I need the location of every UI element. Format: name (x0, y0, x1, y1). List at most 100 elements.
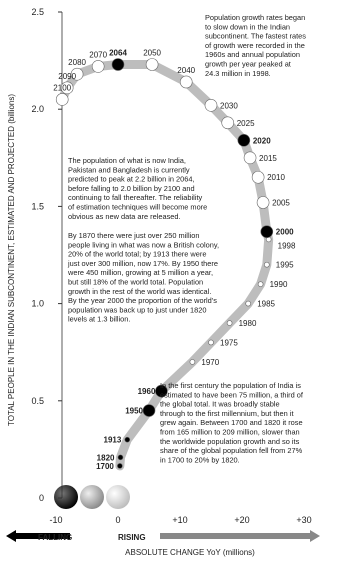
year-label: 2050 (143, 48, 161, 57)
y-tick-label: 1.5 (31, 201, 44, 211)
year-label: 1995 (276, 261, 294, 270)
point (60, 81, 74, 95)
x-axis-label: ABSOLUTE CHANGE YoY (millions) (125, 548, 255, 557)
y-tick-label: 0 (39, 493, 44, 503)
year-label: 2000 (276, 228, 294, 237)
annotation: Population growth rates began (205, 13, 305, 22)
annotation: but still 18% of the world total. Popula… (68, 278, 203, 287)
year-label: 2025 (237, 119, 255, 128)
year-label: 2064 (109, 48, 127, 57)
point (111, 58, 125, 71)
point (256, 196, 270, 209)
year-label: 2030 (220, 101, 238, 110)
x-tick-label: +10 (172, 515, 187, 525)
annotation: through to the first millennium, but the… (160, 409, 294, 418)
rising-arrow (160, 530, 320, 542)
annotation: By the year 2000 the proportion of the w… (68, 296, 217, 305)
annotation: growth per year peaked at (205, 60, 291, 69)
y-axis-label: TOTAL PEOPLE IN THE INDIAN SUBCONTINENT,… (7, 94, 16, 426)
y-tick-label: 1.0 (31, 299, 44, 309)
point (204, 99, 218, 112)
annotation: from 165 million to 209 million, slower … (160, 428, 300, 437)
year-label: 1980 (239, 319, 257, 328)
rising-label: RISING (118, 533, 146, 542)
year-label: 2015 (259, 154, 277, 163)
year-label: 1975 (220, 338, 238, 347)
annotation: levels at 1.3 billion. (68, 315, 130, 324)
annotation: the global total. It was broadly stable (160, 400, 280, 409)
y-tick-label: 0.5 (31, 396, 44, 406)
year-label: 2100 (53, 83, 71, 92)
annotation: 1960s and annual population (205, 50, 300, 59)
falling-arrow (6, 530, 70, 542)
annotation: grew again. Between 1700 and 1820 it ros… (160, 418, 303, 427)
point (91, 60, 105, 73)
annotation: the worldwide population growth and so i… (160, 437, 300, 446)
x-tick-label: -10 (49, 515, 62, 525)
point (117, 454, 124, 461)
year-label: 2005 (272, 199, 290, 208)
year-label: 2010 (267, 173, 285, 182)
x-tick-label: +20 (234, 515, 249, 525)
point (243, 151, 257, 165)
annotation: growth in the rest of the world was iden… (68, 287, 211, 296)
point (145, 58, 159, 71)
annotation: 24.3 million in 1998. (205, 69, 271, 78)
x-tick-label: 0 (115, 515, 120, 525)
annotation: in 1700 to 20% by 1820. (160, 455, 240, 464)
point (237, 134, 251, 147)
year-label: 1990 (270, 280, 288, 289)
year-label: 2040 (177, 66, 195, 75)
year-label: 2080 (68, 58, 86, 67)
point (55, 93, 69, 106)
point (117, 463, 123, 469)
point (179, 75, 193, 89)
annotation: By 1870 there were just over 250 million (68, 231, 199, 240)
ball (54, 485, 78, 509)
x-tick-label: +30 (296, 515, 311, 525)
annotation: just over 300 million, now 17%. By 1950 … (67, 259, 218, 268)
year-label: 1820 (97, 453, 115, 462)
year-label: 2090 (58, 72, 76, 81)
point (208, 339, 214, 346)
point (260, 225, 274, 238)
ball (106, 485, 130, 509)
point (257, 281, 264, 287)
year-label: 1970 (201, 358, 219, 367)
annotation: predicted to peak at 2.2 billion in 2064… (68, 175, 195, 184)
point (221, 116, 235, 130)
y-tick-label: 2.0 (31, 104, 44, 114)
annotation: Pakistan and Bangladesh is currently (68, 165, 190, 174)
annotation: obvious as new data are released. (68, 212, 181, 221)
annotation: 20% of the world total; by 1913 there we… (68, 250, 206, 259)
point (226, 320, 233, 326)
point (124, 436, 131, 443)
point (251, 170, 265, 184)
annotation: were 450 million, growing at 5 million a… (67, 268, 213, 277)
annotation: before falling to 2.0 billion by 2100 an… (68, 184, 195, 193)
annotation: subcontinent. The fastest rates (205, 32, 306, 41)
year-label: 1913 (104, 436, 122, 445)
annotation: population was back up to just under 182… (68, 305, 206, 314)
year-label: 1700 (96, 462, 114, 471)
point (142, 404, 156, 417)
annotation: people living in what was now a British … (68, 240, 219, 249)
ball (80, 485, 104, 509)
falling-label: FALLING (38, 533, 72, 542)
year-label: 1950 (125, 407, 143, 416)
year-label: 1998 (278, 241, 296, 250)
point (70, 67, 84, 81)
point (263, 261, 270, 268)
annotation: to slow down in the Indian (205, 22, 290, 31)
year-label: 2020 (253, 136, 271, 145)
year-label: 1985 (257, 300, 275, 309)
annotation: of growth were recorded in the (205, 41, 305, 50)
point (189, 359, 196, 365)
annotation: In the first century the population of I… (160, 381, 301, 390)
year-label: 1960 (138, 387, 156, 396)
point (245, 300, 251, 307)
annotation: share of the global population fell from… (160, 446, 303, 455)
annotation: of estimation techniques will become mor… (68, 203, 207, 212)
annotation: estimated to have been 75 million, a thi… (160, 390, 304, 399)
